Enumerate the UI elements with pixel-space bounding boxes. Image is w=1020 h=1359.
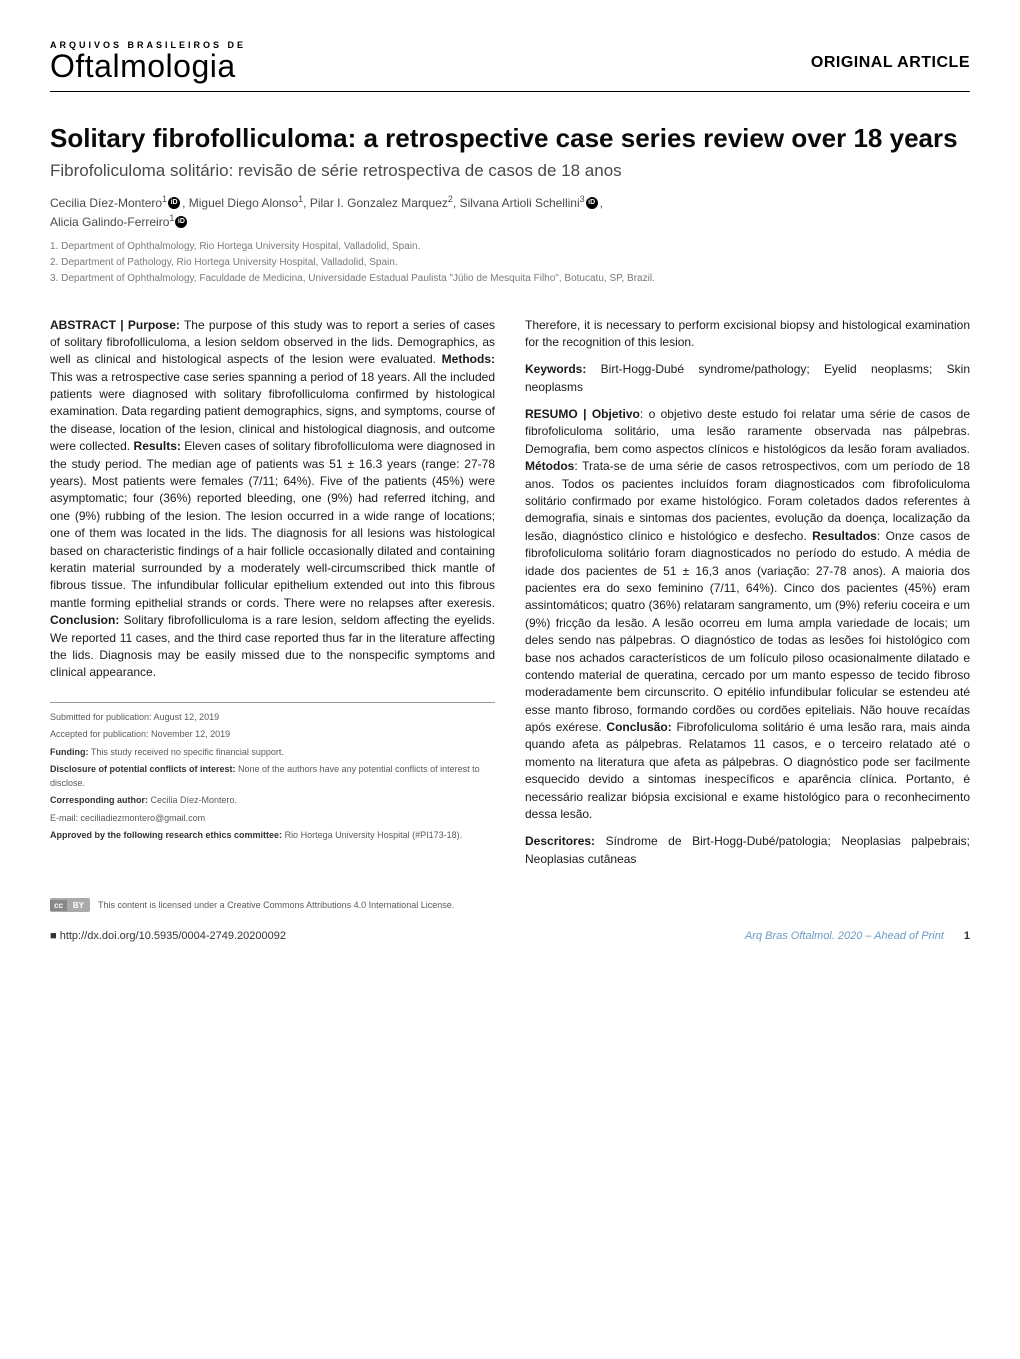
abstract-pt: RESUMO | Objetivo: o objetivo deste estu… [525, 406, 970, 823]
article-type-label: ORIGINAL ARTICLE [811, 54, 970, 72]
affiliations-block: 1. Department of Ophthalmology, Rio Hort… [50, 239, 970, 287]
cc-badge-icon: cc BY [50, 898, 90, 912]
resumo-objetivo-label: Objetivo [592, 407, 640, 421]
page-footer: ■ http://dx.doi.org/10.5935/0004-2749.20… [50, 930, 970, 942]
disclosure-line: Disclosure of potential conflicts of int… [50, 763, 495, 790]
cc-badge-by: BY [67, 900, 90, 911]
descritores-pt: Descritores: Síndrome de Birt-Hogg-Dubé/… [525, 833, 970, 868]
author-name: Cecilia Díez-Montero [50, 196, 162, 210]
corresponding-author-text: Cecilia Díez-Montero. [148, 795, 237, 805]
author-sep: , [600, 196, 603, 210]
journal-title: Oftalmologia [50, 48, 246, 85]
abstract-results: Eleven cases of solitary fibrofolliculom… [50, 439, 495, 610]
abstract-en: ABSTRACT | Purpose: The purpose of this … [50, 317, 495, 682]
submission-meta-block: Submitted for publication: August 12, 20… [50, 702, 495, 843]
authors-block: Cecilia Díez-Montero1, Miguel Diego Alon… [50, 193, 970, 231]
corresponding-author-label: Corresponding author: [50, 795, 148, 805]
keywords-en: Keywords: Birt-Hogg-Dubé syndrome/pathol… [525, 361, 970, 396]
affiliation: 3. Department of Ophthalmology, Faculdad… [50, 271, 970, 287]
author-name: Alicia Galindo-Ferreiro [50, 215, 169, 229]
abstract-purpose-label: Purpose: [128, 318, 180, 332]
footer-right: Arq Bras Oftalmol. 2020 – Ahead of Print… [745, 930, 970, 942]
doi-block: ■ http://dx.doi.org/10.5935/0004-2749.20… [50, 930, 286, 942]
header-row: Arquivos Brasileiros de Oftalmologia ORI… [50, 40, 970, 92]
keywords-text: Birt-Hogg-Dubé syndrome/pathology; Eyeli… [525, 362, 970, 393]
author-affil-sup: 1 [162, 194, 167, 204]
resumo-label: RESUMO | [525, 407, 592, 421]
resumo-resultados-label: Resultados [812, 529, 877, 543]
author-affil-sup: 3 [580, 194, 585, 204]
doi-link[interactable]: http://dx.doi.org/10.5935/0004-2749.2020… [60, 930, 286, 942]
abstract-en-continued: Therefore, it is necessary to perform ex… [525, 317, 970, 352]
author-name: , Silvana Artioli Schellini [453, 196, 580, 210]
submitted-date: Submitted for publication: August 12, 20… [50, 711, 495, 725]
affiliation: 1. Department of Ophthalmology, Rio Hort… [50, 239, 970, 255]
orcid-icon [586, 197, 598, 209]
resumo-resultados: : Onze casos de fibrofoliculoma solitári… [525, 529, 970, 734]
abstract-conclusion-label: Conclusion: [50, 613, 119, 627]
abstract-results-label: Results: [134, 439, 181, 453]
resumo-metodos-label: Métodos [525, 459, 574, 473]
article-title-pt: Fibrofoliculoma solitário: revisão de sé… [50, 161, 970, 181]
journal-title-block: Arquivos Brasileiros de Oftalmologia [50, 40, 246, 85]
resumo-conclusao-label: Conclusão: [606, 720, 671, 734]
cc-badge-cc: cc [50, 900, 67, 911]
corresponding-author-line: Corresponding author: Cecilia Díez-Monte… [50, 794, 495, 808]
left-column: ABSTRACT | Purpose: The purpose of this … [50, 317, 495, 879]
resumo-conclusao: Fibrofoliculoma solitário é uma lesão ra… [525, 720, 970, 821]
keywords-label: Keywords: [525, 362, 586, 376]
funding-line: Funding: This study received no specific… [50, 746, 495, 760]
ethics-text: Rio Hortega University Hospital (#PI173-… [282, 830, 462, 840]
page-number: 1 [964, 930, 970, 942]
affiliation: 2. Department of Pathology, Rio Hortega … [50, 255, 970, 271]
funding-label: Funding: [50, 747, 88, 757]
orcid-icon [175, 216, 187, 228]
funding-text: This study received no specific financia… [88, 747, 283, 757]
orcid-icon [168, 197, 180, 209]
license-text: This content is licensed under a Creativ… [98, 900, 454, 910]
two-column-body: ABSTRACT | Purpose: The purpose of this … [50, 317, 970, 879]
journal-citation: Arq Bras Oftalmol. 2020 – Ahead of Print [745, 930, 944, 942]
email-line: E-mail: ceciliadiezmontero@gmail.com [50, 812, 495, 826]
author-name: , Pilar I. Gonzalez Marquez [303, 196, 448, 210]
author-name: , Miguel Diego Alonso [182, 196, 298, 210]
accepted-date: Accepted for publication: November 12, 2… [50, 728, 495, 742]
ethics-line: Approved by the following research ethic… [50, 829, 495, 843]
license-row: cc BY This content is licensed under a C… [50, 898, 970, 912]
author-affil-sup: 1 [169, 213, 174, 223]
article-title-en: Solitary fibrofolliculoma: a retrospecti… [50, 122, 970, 155]
disclosure-label: Disclosure of potential conflicts of int… [50, 764, 236, 774]
right-column: Therefore, it is necessary to perform ex… [525, 317, 970, 879]
doi-prefix: ■ [50, 930, 60, 942]
ethics-label: Approved by the following research ethic… [50, 830, 282, 840]
descritores-label: Descritores: [525, 834, 595, 848]
abstract-label: ABSTRACT | [50, 318, 128, 332]
abstract-methods-label: Methods: [442, 352, 495, 366]
